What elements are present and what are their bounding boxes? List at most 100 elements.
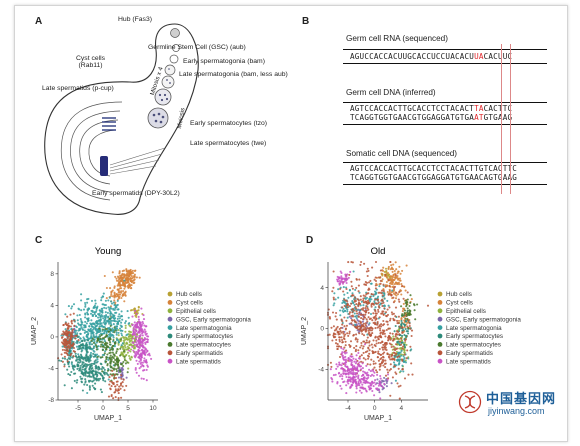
- scatter-point: [104, 317, 107, 320]
- scatter-point: [115, 333, 118, 336]
- scatter-point: [117, 367, 120, 370]
- scatter-point: [351, 287, 354, 290]
- scatter-point: [71, 328, 74, 331]
- scatter-point: [377, 352, 380, 355]
- scatter-point: [146, 349, 149, 352]
- scatter-point: [130, 348, 133, 351]
- scatter-point: [401, 310, 404, 313]
- scatter-point: [135, 335, 139, 338]
- scatter-point: [377, 359, 380, 362]
- scatter-point: [350, 280, 353, 283]
- scatter-point: [60, 341, 64, 344]
- scatter-point: [93, 336, 96, 339]
- scatter-point: [107, 395, 111, 398]
- legend-label: Cyst cells: [176, 300, 203, 307]
- scatter-point: [329, 368, 332, 371]
- germ-dna-upper-rule: [343, 102, 547, 103]
- scatter-point: [87, 339, 90, 342]
- scatter-point: [381, 324, 385, 327]
- scatter-point: [367, 346, 370, 349]
- scatter-point: [338, 333, 341, 336]
- scatter-point: [77, 339, 80, 342]
- scatter-point: [382, 355, 385, 358]
- scatter-point: [389, 338, 392, 341]
- scatter-point: [115, 304, 118, 307]
- scatter-point: [402, 355, 405, 358]
- scatter-point: [367, 269, 370, 272]
- scatter-point: [112, 344, 115, 348]
- scatter-point: [396, 356, 399, 359]
- scatter-point: [103, 368, 106, 371]
- scatter-point: [353, 365, 356, 368]
- scatter-point: [78, 308, 81, 311]
- scatter-point: [372, 295, 375, 298]
- scatter-point: [354, 373, 357, 376]
- scatter-point: [90, 323, 93, 326]
- scatter-point: [119, 329, 122, 332]
- scatter-point: [336, 382, 339, 385]
- scatter-point: [381, 348, 385, 351]
- rna-edit-site: UA: [474, 52, 484, 61]
- scatter-point: [379, 341, 382, 344]
- scatter-point: [340, 367, 343, 370]
- scatter-point: [123, 359, 126, 362]
- scatter-point: [390, 294, 393, 297]
- scatter-point: [355, 333, 358, 336]
- legend-label: Cyst cells: [446, 300, 473, 307]
- scatter-point: [358, 311, 361, 314]
- scatter-point: [339, 326, 343, 329]
- scatter-point: [341, 341, 344, 344]
- scatter-point: [368, 302, 371, 305]
- scatter-point: [354, 358, 357, 361]
- scatter-point: [342, 356, 345, 359]
- scatter-point: [111, 367, 115, 370]
- scatter-point: [115, 277, 118, 280]
- scatter-point: [397, 355, 401, 358]
- scatter-point: [123, 348, 126, 351]
- scatter-point: [391, 278, 394, 281]
- scatter-point: [376, 336, 379, 339]
- scatter-point: [89, 370, 92, 373]
- scatter-point: [123, 355, 126, 358]
- scatter-point: [367, 311, 370, 314]
- scatter-point: [388, 369, 391, 372]
- scatter-point: [87, 379, 91, 382]
- scatter-point: [362, 299, 365, 302]
- scatter-point: [367, 308, 370, 311]
- scatter-point: [364, 351, 367, 354]
- scatter-point: [118, 385, 121, 388]
- scatter-point: [406, 298, 409, 301]
- x-tick-label: 10: [149, 405, 157, 412]
- legend-label: Hub cells: [176, 291, 202, 298]
- scatter-point: [390, 355, 393, 358]
- scatter-point: [375, 312, 378, 315]
- scatter-point: [406, 325, 409, 328]
- scatter-point: [122, 364, 125, 368]
- scatter-point: [89, 312, 93, 315]
- scatter-point: [141, 342, 144, 345]
- scatter-point: [78, 313, 81, 317]
- scatter-point: [124, 320, 127, 323]
- scatter-point: [121, 329, 124, 332]
- scatter-point: [342, 332, 345, 335]
- scatter-point: [387, 304, 390, 307]
- scatter-point: [132, 282, 135, 285]
- scatter-point: [379, 377, 382, 380]
- scatter-point: [131, 333, 134, 336]
- scatter-point: [95, 308, 98, 312]
- scatter-point: [364, 280, 367, 284]
- scatter-point: [331, 339, 334, 342]
- scatter-point: [414, 318, 417, 321]
- scatter-point: [383, 332, 386, 335]
- scatter-point: [400, 293, 403, 296]
- scatter-point: [388, 319, 392, 322]
- scatter-point: [366, 274, 369, 278]
- scatter-point: [120, 277, 123, 280]
- scatter-point: [364, 295, 367, 298]
- scatter-point: [354, 337, 358, 340]
- scatter-point: [343, 346, 346, 349]
- scatter-point: [63, 384, 66, 387]
- scatter-point: [145, 368, 148, 371]
- scatter-point: [360, 341, 363, 345]
- scatter-point: [395, 343, 398, 346]
